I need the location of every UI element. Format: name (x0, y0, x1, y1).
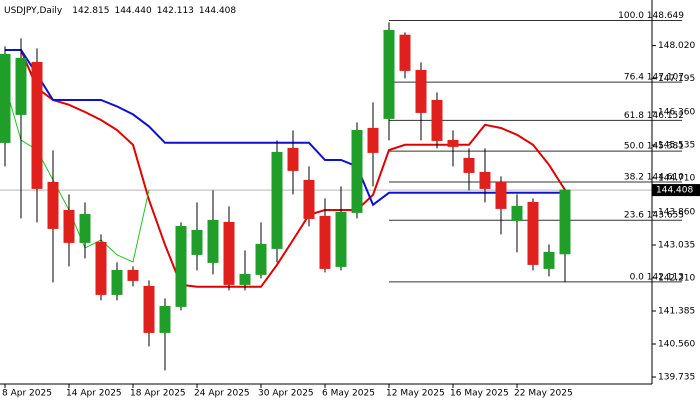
candle-body (543, 251, 555, 269)
candle-body (527, 201, 539, 265)
candle-body (31, 61, 43, 189)
x-tick-label: 12 May 2025 (386, 389, 445, 399)
candle-body (319, 215, 331, 269)
indicator-line (5, 49, 565, 207)
x-tick-label: 24 Apr 2025 (194, 389, 250, 399)
x-tick-label: 22 May 2025 (514, 389, 573, 399)
candle-body (479, 171, 491, 189)
candle-body (255, 243, 267, 275)
x-tick-label: 30 Apr 2025 (258, 389, 314, 399)
candle-body (63, 209, 75, 243)
candle-body (79, 213, 91, 243)
fib-label: 76.4 147.107 (624, 73, 684, 83)
y-tick-label: 143.860 (658, 208, 695, 218)
candle-body (399, 34, 411, 71)
price-tag (652, 184, 700, 197)
candle-body (223, 221, 235, 285)
y-tick-label: 147.195 (658, 74, 695, 84)
candle-body (415, 69, 427, 113)
header: USDJPY,Daily 142.815 144.440 142.113 144.408 (4, 6, 236, 16)
header-value: 142.815 (72, 6, 109, 16)
candle-body (207, 219, 219, 263)
candle-body (287, 147, 299, 171)
candle-body (271, 151, 283, 249)
candle-body (111, 269, 123, 295)
candle-body (559, 189, 571, 255)
candle-body (447, 139, 459, 147)
candle-body (95, 241, 107, 295)
candle-body (431, 99, 443, 141)
x-tick-label: 18 Apr 2025 (130, 389, 186, 399)
y-tick-label: 143.035 (658, 241, 695, 251)
candle-body (495, 181, 507, 209)
candle-body (511, 205, 523, 221)
fib-label: 23.6 143.655 (624, 211, 684, 221)
candle-body (15, 57, 27, 115)
candle-body (143, 285, 155, 333)
indicator-line (5, 49, 566, 288)
candle-body (463, 157, 475, 173)
header-value: 144.408 (199, 6, 236, 16)
y-tick-label: 145.535 (658, 141, 695, 151)
candle-body (159, 305, 171, 333)
candle-body (127, 269, 139, 281)
x-tick-label: 14 Apr 2025 (66, 389, 122, 399)
x-tick-label: 16 May 2025 (450, 389, 509, 399)
indicator-line (4, 84, 150, 263)
fib-label: 0.0 142.113 (630, 272, 684, 282)
candle-body (303, 179, 315, 219)
candle-body (335, 211, 347, 267)
candle-body (0, 53, 11, 143)
y-tick-label: 144.710 (658, 174, 695, 184)
symbol: USDJPY,Daily (4, 6, 63, 16)
x-tick-label: 8 Apr 2025 (2, 389, 52, 399)
fib-label: 38.2 144.610 (624, 173, 684, 183)
candle-body (191, 229, 203, 255)
candle-body (367, 127, 379, 153)
fib-label: 100.0 148.649 (618, 11, 684, 21)
header-value: 142.113 (157, 6, 194, 16)
candle-body (383, 29, 395, 119)
fib-label: 61.8 146.152 (624, 111, 684, 121)
y-tick-label: 140.560 (658, 340, 695, 350)
y-tick-label: 139.735 (658, 373, 695, 383)
plot (0, 19, 682, 371)
y-tick-label: 141.385 (658, 307, 695, 317)
header-value: 144.440 (114, 6, 151, 16)
candle-body (47, 181, 59, 229)
price-tag-label: 144.408 (656, 186, 693, 196)
x-tick-label: 6 May 2025 (322, 389, 375, 399)
fib-label: 50.0 145.381 (624, 142, 684, 152)
candle-body (351, 129, 363, 213)
candle-body (175, 225, 187, 307)
y-tick-label: 142.210 (658, 274, 695, 284)
candle-body (239, 273, 251, 285)
y-tick-label: 146.360 (658, 108, 695, 118)
y-tick-label: 148.020 (658, 41, 695, 51)
